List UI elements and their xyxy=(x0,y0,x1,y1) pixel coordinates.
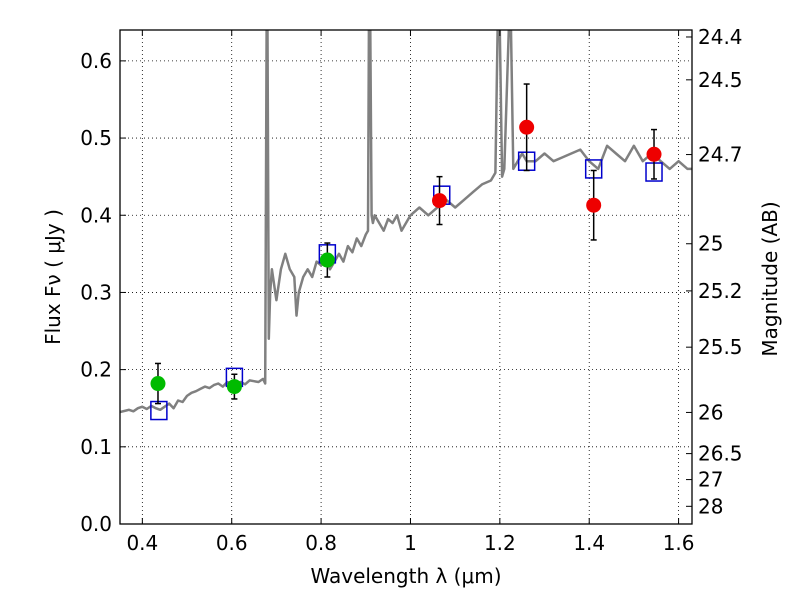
x-tick-label: 1.2 xyxy=(484,531,516,555)
y-tick-label: 0.2 xyxy=(80,358,112,382)
x-tick-label: 0.4 xyxy=(126,531,158,555)
observed-flux-point xyxy=(319,252,335,268)
axis-ticks xyxy=(120,30,692,525)
magnitude-tick-label: 24.4 xyxy=(698,25,743,49)
x-tick-label: 0.8 xyxy=(305,531,337,555)
plot-frame xyxy=(119,29,693,525)
magnitude-tick-label: 24.7 xyxy=(698,143,743,167)
y-tick-labels: 0.0 0.1 0.2 0.3 0.4 0.5 0.6 xyxy=(80,49,112,536)
magnitude-tick-label: 27 xyxy=(698,468,723,492)
magnitude-tick-label: 25 xyxy=(698,232,723,256)
observed-flux-point xyxy=(646,146,662,162)
x-tick-label: 1.6 xyxy=(663,531,695,555)
x-tick-label: 0.6 xyxy=(216,531,248,555)
magnitude-axis-label: Magnitude (AB) xyxy=(758,201,782,356)
observed-flux-point xyxy=(519,119,535,135)
magnitude-tick-label: 26.5 xyxy=(698,442,743,466)
x-axis-label: Wavelength λ (μm) xyxy=(310,564,501,588)
y-tick-label: 0.3 xyxy=(80,280,112,304)
observed-flux-point xyxy=(586,197,602,213)
observed-flux-point xyxy=(226,379,242,395)
observed-flux-point xyxy=(150,376,166,392)
y-tick-label: 0.6 xyxy=(80,49,112,73)
x-tick-labels: 0.4 0.6 0.8 1 1.2 1.4 1.6 xyxy=(126,531,694,555)
plot-area xyxy=(120,30,692,524)
model-photometry-square xyxy=(150,400,168,421)
magnitude-tick-label: 25.2 xyxy=(698,279,743,303)
magnitude-tick-label: 26 xyxy=(698,400,723,424)
spectrum-layer xyxy=(120,30,692,414)
y-tick-label: 0.5 xyxy=(80,126,112,150)
model-spectrum-line xyxy=(120,30,692,414)
y-tick-label: 0.0 xyxy=(80,512,112,536)
magnitude-tick-label: 25.5 xyxy=(698,335,743,359)
observed-flux-point xyxy=(432,193,448,209)
data-markers xyxy=(150,83,663,421)
magnitude-tick-label: 28 xyxy=(698,494,723,518)
x-tick-label: 1 xyxy=(404,531,417,555)
magnitude-tick-label: 24.5 xyxy=(698,68,743,92)
x-tick-label: 1.4 xyxy=(573,531,605,555)
y-tick-label: 0.4 xyxy=(80,203,112,227)
y-axis-label: Flux Fν ( μJy ) xyxy=(41,209,65,345)
y-tick-label: 0.1 xyxy=(80,435,112,459)
